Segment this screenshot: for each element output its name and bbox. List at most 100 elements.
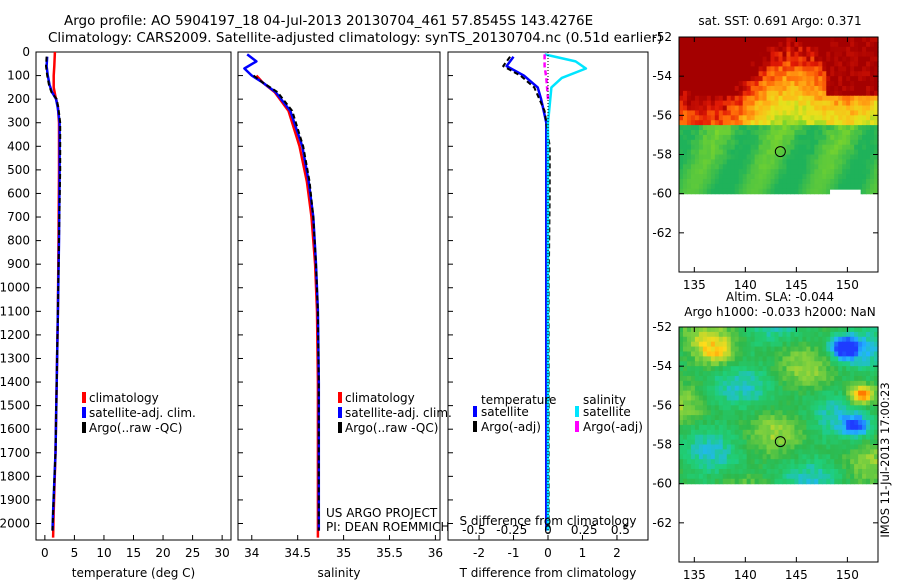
temperature-legend-item: climatology (89, 391, 159, 405)
depth-tick-label: 1500 (0, 399, 30, 413)
depth-tick-label: 500 (7, 163, 30, 177)
sst-map-xtick-label: 150 (836, 278, 859, 292)
sla-map-cells (679, 327, 879, 485)
depth-tick-label: 300 (7, 116, 30, 130)
header-line-1: Argo profile: AO 5904197_18 04-Jul-2013 … (64, 13, 594, 29)
temperature-xtick-label: 30 (214, 546, 229, 560)
salinity-legend-mark (338, 422, 342, 433)
temperature-series-2 (45, 56, 62, 531)
salinity-legend-mark (338, 392, 342, 403)
difference-series-1 (502, 56, 551, 531)
legend-header-salinity: salinity (583, 393, 626, 407)
sst-map-ytick-label: -56 (652, 108, 672, 122)
temperature-legend-mark (82, 392, 86, 403)
sdiff-tick-label: -0.25 (496, 523, 527, 537)
depth-tick-label: 200 (7, 92, 30, 106)
salinity-xtick-label: 35.5 (376, 546, 403, 560)
sla-map-ytick-label: -54 (652, 359, 672, 373)
sst-map-xtick-label: 135 (683, 278, 706, 292)
salinity-xtick-label: 34.5 (284, 546, 311, 560)
sdiff-tick-label: -0.5 (462, 523, 485, 537)
sla-map-xtick-label: 150 (836, 568, 859, 580)
diff-legend-item: Argo(-adj) (481, 420, 541, 434)
sst-land-gap (830, 189, 861, 195)
temperature-xtick-label: 20 (155, 546, 170, 560)
sla-title: Altim. SLA: -0.044 (726, 290, 834, 304)
depth-tick-label: 1900 (0, 493, 30, 507)
temperature-xlabel: temperature (deg C) (72, 566, 195, 580)
temperature-xtick-label: 5 (71, 546, 79, 560)
depth-tick-label: 1100 (0, 304, 30, 318)
sst-map-argo-marker (774, 146, 786, 158)
sla-map-ytick-label: -62 (652, 516, 672, 530)
sla-map-xtick-label: 135 (683, 568, 706, 580)
difference-xtick-label: 0 (544, 546, 552, 560)
temperature-xtick-label: 15 (126, 546, 141, 560)
sla-map-ytick-label: -52 (652, 320, 672, 334)
difference-xtick-label: -2 (473, 546, 485, 560)
sst-map-cells (679, 37, 879, 195)
sla-map-xtick-label: 140 (734, 568, 757, 580)
difference-xtick-label: 2 (613, 546, 621, 560)
sdiff-axis-label: S difference from climatology (460, 514, 637, 528)
argo-height-title: Argo h1000: -0.033 h2000: NaN (684, 305, 876, 319)
sst-map-xtick-label: 140 (734, 278, 757, 292)
sla-map-ytick-label: -58 (652, 438, 672, 452)
temperature-frame (35, 51, 232, 541)
difference-xlabel: T difference from climatology (459, 566, 637, 580)
sdiff-tick-label: 0 (544, 523, 552, 537)
sst-map-ytick-label: -62 (652, 226, 672, 240)
temperature-xtick-label: 25 (185, 546, 200, 560)
sla-map-argo-marker (774, 436, 786, 448)
depth-tick-label: 1700 (0, 446, 30, 460)
temperature-xtick-label: 10 (96, 546, 111, 560)
depth-tick-label: 900 (7, 257, 30, 271)
depth-tick-label: 1600 (0, 422, 30, 436)
sdiff-tick-label: 0.25 (571, 523, 598, 537)
temperature-legend-item: satellite-adj. clim. (89, 406, 196, 420)
sst-title: sat. SST: 0.691 Argo: 0.371 (698, 14, 861, 28)
diff-legend-mark (473, 421, 477, 432)
sst-map-ytick-label: -52 (652, 30, 672, 44)
depth-tick-label: 1000 (0, 281, 30, 295)
sst-map-ytick-label: -54 (652, 69, 672, 83)
sst-map-ytick-label: -58 (652, 148, 672, 162)
depth-tick-label: 0 (22, 45, 30, 59)
diff-legend-item: satellite (481, 405, 529, 419)
sst-map-xtick-label: 145 (785, 278, 808, 292)
header-line-2: Climatology: CARS2009. Satellite-adjuste… (48, 30, 663, 46)
diff-legend-item: satellite (583, 405, 631, 419)
diff-legend-mark (473, 406, 477, 417)
diff-legend-mark (575, 406, 579, 417)
salinity-frame (237, 51, 441, 541)
salinity-series-2 (252, 74, 320, 531)
salinity-xtick-label: 36 (428, 546, 443, 560)
timestamp-side-label: IMOS 11-Jul-2013 17:00:23 (878, 382, 892, 537)
depth-tick-label: 1800 (0, 469, 30, 483)
difference-series-2 (544, 53, 588, 531)
annotation-project: US ARGO PROJECT (326, 506, 438, 520)
depth-tick-label: 1300 (0, 351, 30, 365)
sst-map-ytick-label: -60 (652, 187, 672, 201)
sla-map-ytick-label: -56 (652, 398, 672, 412)
salinity-legend-mark (338, 407, 342, 418)
depth-tick-label: 800 (7, 234, 30, 248)
salinity-legend-item: Argo(..raw -QC) (345, 421, 438, 435)
sla-map-xtick-label: 145 (785, 568, 808, 580)
depth-tick-label: 100 (7, 69, 30, 83)
diff-legend-item: Argo(-adj) (583, 420, 643, 434)
annotation-pi: PI: DEAN ROEMMICH (326, 520, 449, 534)
salinity-xlabel: salinity (317, 566, 360, 580)
temperature-series-1 (45, 56, 61, 531)
difference-series-0 (505, 55, 548, 531)
depth-tick-label: 700 (7, 210, 30, 224)
legend-header-temperature: temperature (481, 393, 556, 407)
depth-tick-label: 1200 (0, 328, 30, 342)
salinity-legend-item: climatology (345, 391, 415, 405)
salinity-xtick-label: 35 (336, 546, 351, 560)
salinity-series-1 (243, 53, 321, 531)
temperature-legend-mark (82, 422, 86, 433)
difference-xtick-label: 1 (579, 546, 587, 560)
salinity-legend-item: satellite-adj. clim. (345, 406, 452, 420)
